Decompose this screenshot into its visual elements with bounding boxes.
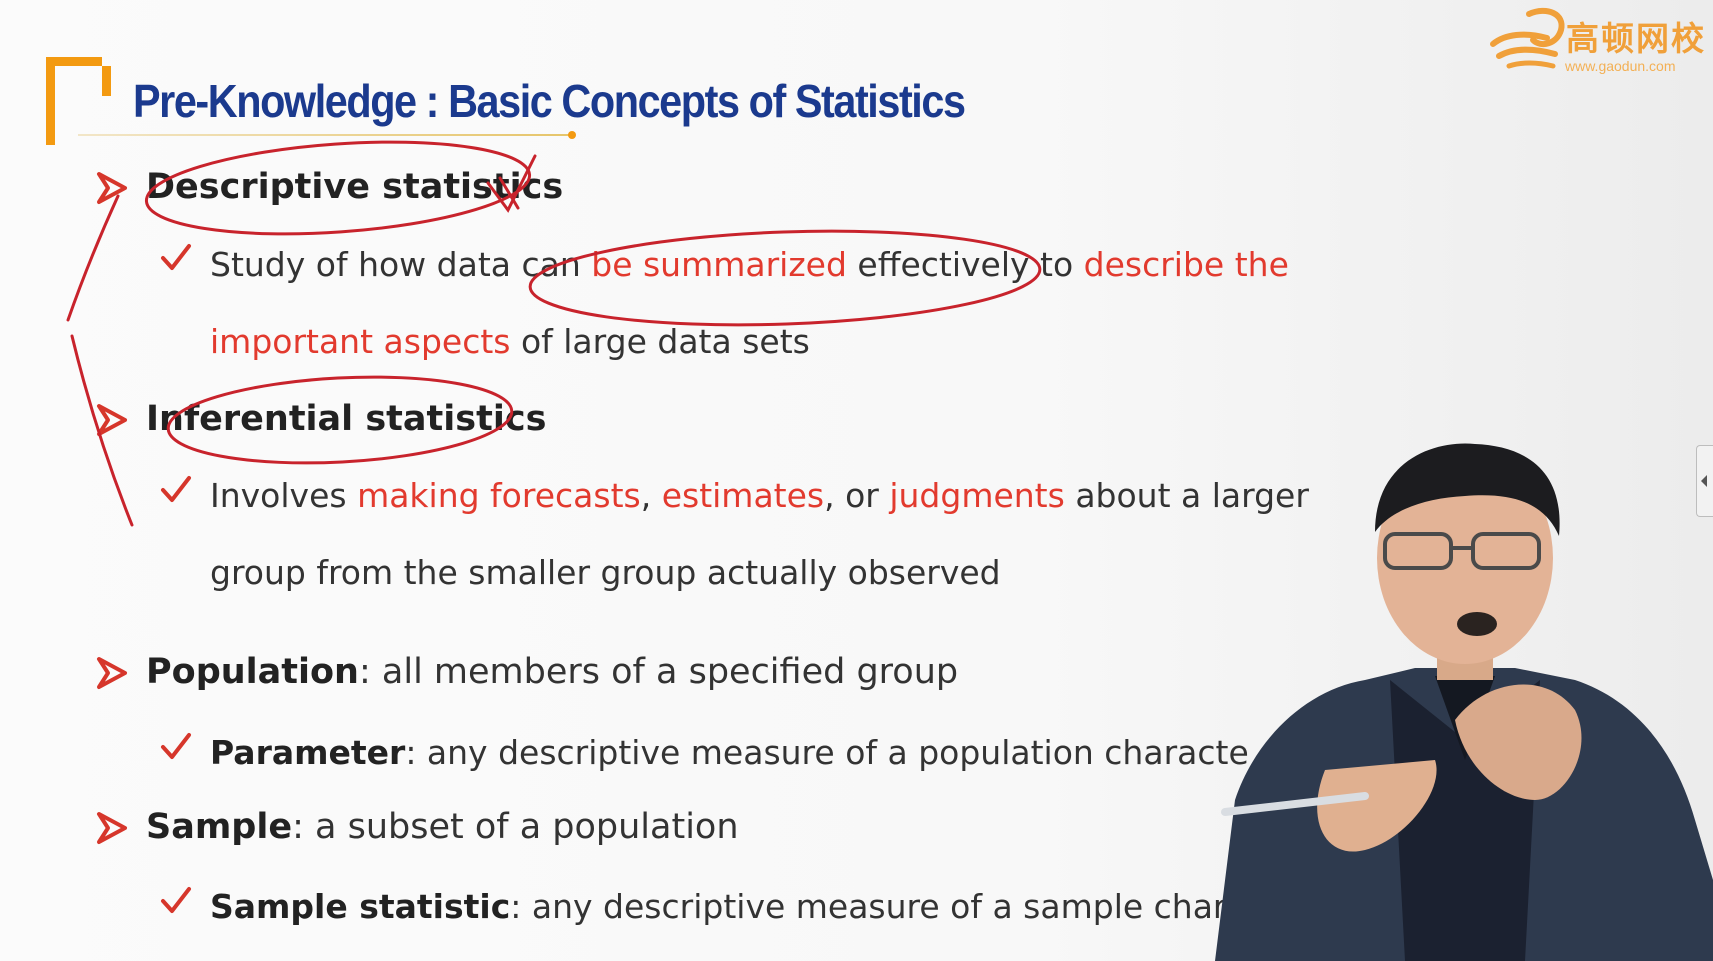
text-span: group from the smaller group actually ob…	[210, 553, 1001, 592]
sample-statistic-line: Sample statistic: any descriptive measur…	[210, 887, 1227, 926]
text-span: about a larger	[1064, 476, 1309, 515]
bracket-annotation	[66, 194, 120, 322]
population-definition: : all members of a specified group	[358, 652, 959, 692]
highlight-span: be summarized	[591, 245, 847, 284]
red-arrowhead-icon	[97, 404, 127, 436]
parameter-line: Parameter: any descriptive measure of a …	[210, 733, 1249, 772]
gaodun-logo-icon	[1490, 7, 1565, 69]
parameter-definition: : any descriptive measure of a populatio…	[405, 733, 1249, 772]
highlight-span: estimates	[661, 476, 825, 515]
descriptive-definition-line-2: important aspects of large data sets	[210, 322, 810, 361]
red-arrowhead-icon	[97, 172, 127, 204]
heading-inferential-statistics: Inferential statistics	[146, 399, 547, 439]
text-span: effectively to	[846, 245, 1084, 284]
logo-url: www.gaodun.com	[1565, 58, 1676, 74]
chevron-left-icon[interactable]	[1696, 445, 1713, 517]
text-span: , or	[824, 476, 890, 515]
title-underline	[78, 134, 572, 136]
slide-title: Pre-Knowledge : Basic Concepts of Statis…	[133, 75, 966, 127]
red-checkmark-icon	[161, 733, 191, 759]
sample-line: Sample: a subset of a population	[146, 807, 739, 847]
highlight-span: making forecasts	[357, 476, 641, 515]
title-bracket-decoration	[46, 57, 111, 145]
highlight-span: judgments	[889, 476, 1065, 515]
sample-statistic-definition: : any descriptive measure of a sample ch…	[510, 887, 1227, 926]
descriptive-definition-line-1: Study of how data can be summarized effe…	[210, 245, 1289, 284]
population-line: Population: all members of a specified g…	[146, 652, 958, 692]
sample-definition: : a subset of a population	[292, 807, 739, 847]
heading-descriptive-statistics: Descriptive statistics	[146, 167, 564, 207]
population-term: Population	[146, 652, 359, 692]
highlight-span: important aspects	[210, 322, 511, 361]
highlight-span: describe the	[1083, 245, 1289, 284]
sample-term: Sample	[146, 807, 293, 847]
red-arrowhead-icon	[97, 812, 127, 844]
text-span: ,	[640, 476, 662, 515]
red-checkmark-icon	[161, 244, 191, 270]
sample-statistic-term: Sample statistic	[210, 887, 511, 926]
logo-name: 高顿网校	[1566, 19, 1706, 58]
title-underline-dot	[568, 131, 576, 139]
text-span: Study of how data can	[210, 245, 592, 284]
parameter-term: Parameter	[210, 733, 406, 772]
red-checkmark-icon	[161, 887, 191, 913]
presenter-video	[1215, 443, 1713, 961]
inferential-definition-line-2: group from the smaller group actually ob…	[210, 553, 1001, 592]
text-span: of large data sets	[510, 322, 810, 361]
red-arrowhead-icon	[97, 657, 127, 689]
text-span: Involves	[210, 476, 358, 515]
inferential-definition-line-1: Involves making forecasts, estimates, or…	[210, 476, 1309, 515]
red-checkmark-icon	[161, 476, 191, 502]
